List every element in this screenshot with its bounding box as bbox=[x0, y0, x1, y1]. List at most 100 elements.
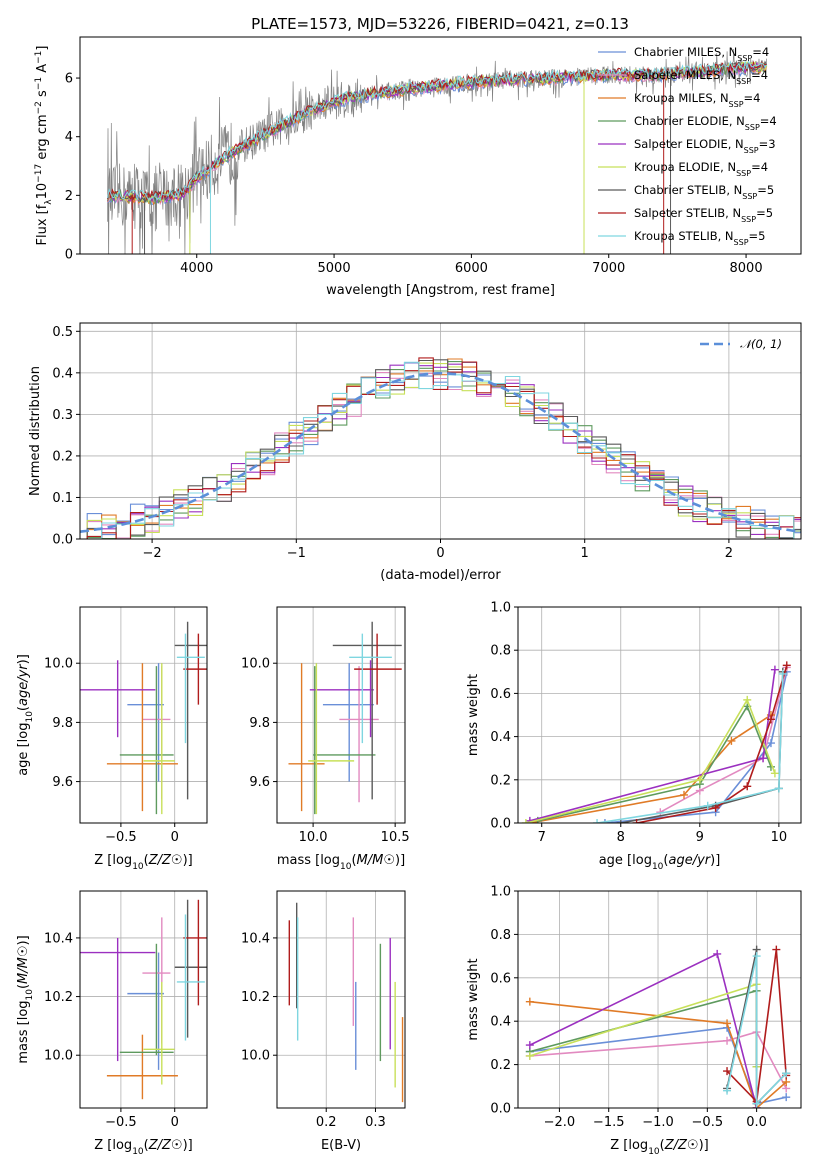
legend-label-kroupa_elodie: Kroupa ELODIE, NSSP=4 bbox=[634, 160, 768, 178]
y-tick-label: 0.5 bbox=[52, 325, 73, 340]
series-line-chabrier_miles bbox=[604, 671, 788, 823]
plot-area-spectrum bbox=[107, 48, 768, 254]
x-tick-label: 10 bbox=[771, 830, 788, 845]
legend-label-kroupa_stelib: Kroupa STELIB, NSSP=5 bbox=[634, 229, 765, 247]
spectrum-ylabel: Flux [fλ10−17 erg cm−2 s−1 A−1] bbox=[34, 46, 54, 246]
frame-mass_vs_ebv bbox=[276, 890, 406, 1109]
marker-kroupa_miles bbox=[680, 790, 689, 799]
axis-label-text: )] bbox=[699, 1138, 709, 1153]
x-tick-label: 0.3 bbox=[365, 1115, 386, 1130]
spectrum-title: PLATE=1573, MJD=53226, FIBERID=0421, z=0… bbox=[251, 15, 629, 33]
ylabel-superscript: −1 bbox=[34, 51, 44, 64]
y-tick-label: 0.8 bbox=[490, 644, 511, 659]
ylabel-text: erg cm bbox=[35, 114, 50, 163]
legend-subscript: SSP bbox=[737, 54, 752, 63]
legend-label-chabrier_elodie: Chabrier ELODIE, NSSP=4 bbox=[634, 114, 777, 132]
legend-subscript: SSP bbox=[736, 77, 751, 86]
marker-chabrier_miles bbox=[782, 1093, 791, 1102]
marker-salpeter_stelib bbox=[723, 1067, 732, 1076]
axis-label-subscript: 10 bbox=[25, 989, 35, 1001]
legend-subscript: SSP bbox=[742, 192, 757, 201]
axis-label-subscript: 10 bbox=[25, 711, 35, 723]
y-tick-label: 0 bbox=[65, 248, 73, 263]
residual-histogram-chabrier_stelib bbox=[80, 359, 801, 539]
legend-label-salpeter_stelib: Salpeter STELIB, NSSP=5 bbox=[634, 206, 773, 224]
x-tick-label: −1.5 bbox=[593, 1115, 625, 1130]
x-tick-label: 0.2 bbox=[316, 1115, 337, 1130]
legend-name: Salpeter MILES, N bbox=[634, 68, 736, 82]
mass-vs-z-xlabel: Z [log10(Z/Z☉)] bbox=[94, 1138, 192, 1157]
marker-kroupa_elodie bbox=[695, 775, 704, 784]
y-tick-label: 1.0 bbox=[490, 885, 511, 900]
axis-label-math: M/M☉ bbox=[16, 945, 31, 983]
x-tick-label: −0.5 bbox=[105, 1115, 137, 1130]
marker-kroupa_miles bbox=[727, 736, 736, 745]
weight-vs-age-xlabel: age [log10(age/yr)] bbox=[599, 853, 721, 872]
series-line-chabrier_elodie bbox=[537, 704, 772, 822]
grid-age_vs_Z bbox=[80, 607, 207, 823]
ylabel-superscript: −2 bbox=[34, 101, 44, 114]
x-tick-label: −2.0 bbox=[544, 1115, 576, 1130]
marker-kroupa_stelib bbox=[593, 819, 602, 823]
marker-kroupa_stelib bbox=[723, 1086, 732, 1095]
axis-label-subscript: 10 bbox=[132, 1147, 144, 1157]
spectrum-xlabel: wavelength [Angstrom, rest frame] bbox=[326, 283, 555, 298]
ylabel-superscript: −17 bbox=[34, 164, 44, 183]
axis-label-math: Z/Z☉ bbox=[148, 1138, 183, 1153]
y-tick-label: 1.0 bbox=[490, 601, 511, 616]
y-tick-label: 0.1 bbox=[52, 491, 73, 506]
legend-label-normal: 𝒩(0, 1) bbox=[740, 337, 782, 351]
series-line-salpeter_miles bbox=[659, 667, 788, 813]
legend-subscript: SSP bbox=[734, 238, 749, 247]
y-tick-label: 10.4 bbox=[241, 931, 270, 946]
axis-label-text: )] bbox=[710, 853, 720, 868]
legend-count: =5 bbox=[756, 206, 773, 220]
axis-label-subscript: 10 bbox=[340, 862, 352, 872]
y-tick-label: 9.6 bbox=[52, 775, 73, 790]
marker-kroupa_stelib bbox=[752, 1099, 761, 1108]
marker-salpeter_stelib bbox=[632, 819, 641, 823]
axes-spectrum: 4000 5000 6000 7000 8000 0 2 4 6 wavelength [Angs… bbox=[34, 36, 802, 298]
axis-label-math: Z/Z☉ bbox=[148, 853, 183, 868]
legend-count: =4 bbox=[752, 45, 769, 59]
axis-label-text: ( bbox=[660, 1138, 665, 1153]
y-tick-label: 10.2 bbox=[44, 990, 73, 1005]
marker-salpeter_miles bbox=[723, 1036, 732, 1045]
marker-salpeter_stelib bbox=[766, 715, 775, 724]
y-tick-label: 0.0 bbox=[52, 533, 73, 548]
legend-count: =5 bbox=[749, 229, 766, 243]
y-tick-label: 6 bbox=[65, 72, 73, 87]
legend-name: Chabrier ELODIE, N bbox=[634, 114, 745, 128]
plot-area-age_vs_mass bbox=[288, 621, 402, 815]
axes-mass_vs_Z: −0.5 010.010.210.4Z [log10(Z/Z☉)]mass [lo… bbox=[16, 890, 208, 1157]
residual-histogram-chabrier_elodie bbox=[80, 361, 801, 539]
x-tick-label: 7 bbox=[538, 830, 546, 845]
x-tick-label: −1.0 bbox=[642, 1115, 674, 1130]
plot-area-age_vs_Z bbox=[80, 621, 207, 815]
y-tick-label: 0.4 bbox=[52, 366, 73, 381]
marker-kroupa_miles bbox=[723, 1019, 732, 1028]
x-tick-label: 6000 bbox=[455, 261, 488, 276]
x-tick-label: 10.0 bbox=[299, 830, 328, 845]
mass-vs-ebv-xlabel: E(B-V) bbox=[321, 1138, 361, 1153]
axis-label-subscript: 10 bbox=[652, 862, 664, 872]
legend-name: Chabrier MILES, N bbox=[634, 45, 737, 59]
y-tick-label: 0.4 bbox=[490, 730, 511, 745]
y-tick-label: 10.0 bbox=[44, 657, 73, 672]
y-tick-label: 4 bbox=[65, 130, 73, 145]
marker-salpeter_elodie bbox=[713, 949, 722, 958]
legend-label-chabrier_miles: Chabrier MILES, NSSP=4 bbox=[634, 45, 769, 63]
axis-label-text: age [log bbox=[16, 723, 31, 776]
marker-kroupa_elodie bbox=[743, 695, 752, 704]
x-tick-label: 4000 bbox=[180, 261, 213, 276]
legend-count: =4 bbox=[751, 160, 768, 174]
axis-label-text: mass [log bbox=[277, 853, 340, 868]
axis-label-math: M/M☉ bbox=[357, 853, 395, 868]
x-tick-label: −0.5 bbox=[105, 830, 137, 845]
panel-age_vs_mass: 10.0 10.5 9.6 9.8 10.0 mass [log10(M/M☉)] bbox=[241, 606, 410, 872]
axes-age_vs_Z: −0.5 09.69.810.0Z [log10(Z/Z☉)]age [log10… bbox=[16, 606, 208, 872]
legend-subscript: SSP bbox=[744, 146, 759, 155]
y-tick-label: 0.2 bbox=[490, 773, 511, 788]
